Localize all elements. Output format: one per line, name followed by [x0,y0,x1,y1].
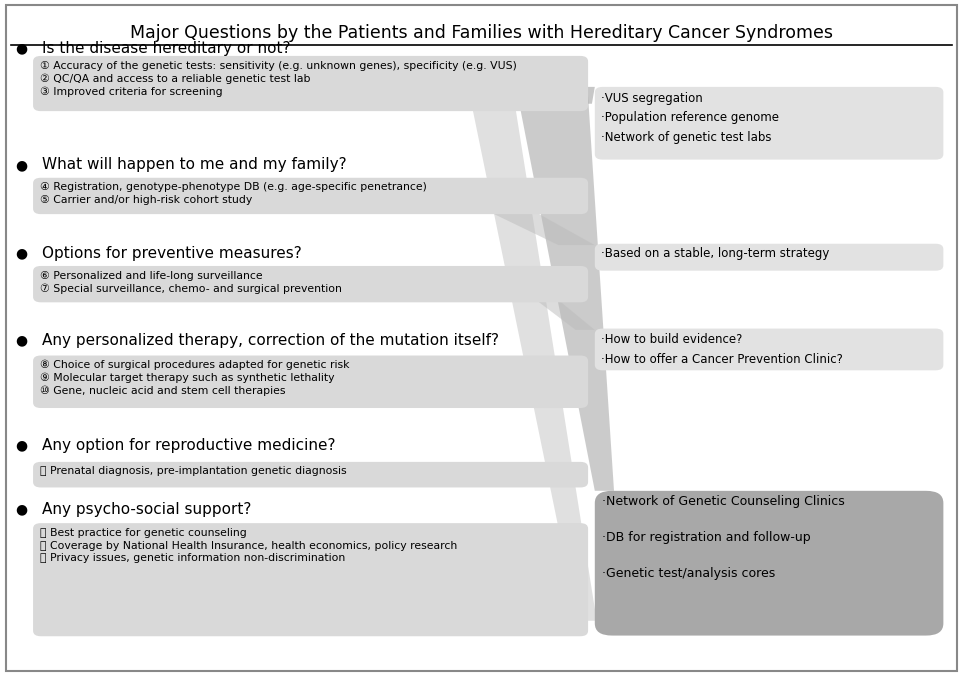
Text: ① Accuracy of the genetic tests: sensitivity (e.g. unknown genes), specificity (: ① Accuracy of the genetic tests: sensiti… [39,61,517,70]
Text: Major Questions by the Patients and Families with Hereditary Cancer Syndromes: Major Questions by the Patients and Fami… [130,24,833,43]
FancyBboxPatch shape [595,244,944,270]
Text: ② QC/QA and access to a reliable genetic test lab: ② QC/QA and access to a reliable genetic… [39,74,310,84]
Text: ●: ● [14,439,27,453]
FancyBboxPatch shape [595,87,944,160]
Text: ⑪ Prenatal diagnosis, pre-implantation genetic diagnosis: ⑪ Prenatal diagnosis, pre-implantation g… [39,466,347,476]
Text: ⑥ Personalized and life-long surveillance: ⑥ Personalized and life-long surveillanc… [39,270,263,281]
Text: ·Network of Genetic Counseling Clinics

·DB for registration and follow-up

·Gen: ·Network of Genetic Counseling Clinics ·… [603,495,846,580]
FancyBboxPatch shape [33,178,588,214]
Text: Any option for reproductive medicine?: Any option for reproductive medicine? [41,438,335,453]
Text: Options for preventive measures?: Options for preventive measures? [41,245,301,261]
FancyBboxPatch shape [33,523,588,636]
Text: ·VUS segregation
·Population reference genome
·Network of genetic test labs: ·VUS segregation ·Population reference g… [601,92,778,143]
Text: Any psycho-social support?: Any psycho-social support? [41,502,251,517]
Text: ●: ● [14,503,27,516]
FancyBboxPatch shape [33,356,588,408]
Text: ③ Improved criteria for screening: ③ Improved criteria for screening [39,87,222,97]
FancyBboxPatch shape [595,329,944,370]
Text: ⑩ Gene, nucleic acid and stem cell therapies: ⑩ Gene, nucleic acid and stem cell thera… [39,385,285,395]
Polygon shape [515,82,614,491]
Text: ●: ● [14,41,27,55]
FancyBboxPatch shape [33,462,588,487]
Polygon shape [515,87,595,103]
FancyBboxPatch shape [595,491,944,635]
Text: ⑦ Special surveillance, chemo- and surgical prevention: ⑦ Special surveillance, chemo- and surgi… [39,283,342,294]
Text: ④ Registration, genotype-phenotype DB (e.g. age-specific penetrance): ④ Registration, genotype-phenotype DB (e… [39,183,427,193]
Text: ●: ● [14,158,27,172]
Polygon shape [472,203,595,245]
Text: ⑧ Choice of surgical procedures adapted for genetic risk: ⑧ Choice of surgical procedures adapted … [39,360,350,370]
Text: Any personalized therapy, correction of the mutation itself?: Any personalized therapy, correction of … [41,333,499,348]
Text: ●: ● [14,334,27,347]
FancyBboxPatch shape [33,56,588,111]
Text: ⑨ Molecular target therapy such as synthetic lethality: ⑨ Molecular target therapy such as synth… [39,372,334,383]
Text: ⑬ Coverage by National Health Insurance, health economics, policy research: ⑬ Coverage by National Health Insurance,… [39,541,457,551]
FancyBboxPatch shape [33,266,588,302]
Text: ⑤ Carrier and/or high-risk cohort study: ⑤ Carrier and/or high-risk cohort study [39,195,252,206]
Text: ●: ● [14,246,27,260]
Text: ⑭ Privacy issues, genetic information non-discrimination: ⑭ Privacy issues, genetic information no… [39,554,345,563]
Polygon shape [472,105,597,621]
Text: ⑫ Best practice for genetic counseling: ⑫ Best practice for genetic counseling [39,528,247,538]
Text: ·Based on a stable, long-term strategy: ·Based on a stable, long-term strategy [601,247,829,260]
Polygon shape [515,284,595,330]
Text: ·How to build evidence?
·How to offer a Cancer Prevention Clinic?: ·How to build evidence? ·How to offer a … [601,333,843,366]
Text: Is the disease hereditary or not?: Is the disease hereditary or not? [41,41,290,56]
Text: What will happen to me and my family?: What will happen to me and my family? [41,158,347,172]
